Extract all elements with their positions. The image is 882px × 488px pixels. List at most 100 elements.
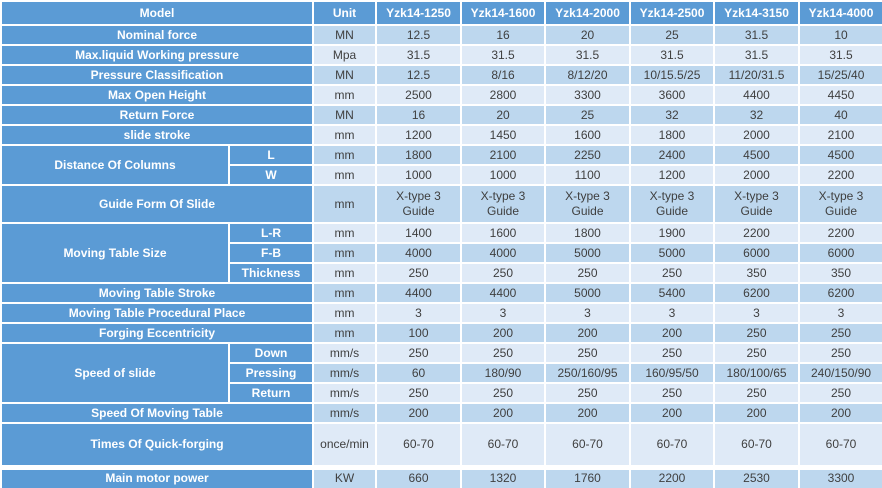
unit-cell: mm xyxy=(312,164,378,186)
value-cell: 1760 xyxy=(544,464,632,488)
row-label: Max Open Height xyxy=(0,84,315,106)
row-label: Times Of Quick-forging xyxy=(0,422,315,468)
unit-cell: mm xyxy=(312,242,378,264)
value-cell: 200 xyxy=(460,322,547,344)
row-sub-label: L xyxy=(227,144,315,166)
value-cell: 2200 xyxy=(713,222,801,244)
value-cell: 16 xyxy=(460,24,547,46)
value-cell: 2000 xyxy=(713,164,801,186)
value-cell: 10 xyxy=(798,24,882,46)
value-cell: 10/15.5/25 xyxy=(629,64,716,86)
value-cell: 2400 xyxy=(629,144,716,166)
value-cell: 250 xyxy=(713,322,801,344)
value-cell: 60-70 xyxy=(798,422,882,468)
value-cell: 5000 xyxy=(544,242,632,264)
row-label: Moving Table Stroke xyxy=(0,282,315,304)
value-cell: 250 xyxy=(375,262,463,284)
value-cell: 1800 xyxy=(375,144,463,166)
value-cell: 1900 xyxy=(629,222,716,244)
header-row: Model Unit Yzk14-1250 Yzk14-1600 Yzk14-2000 Y… xyxy=(0,0,882,26)
value-cell: 250 xyxy=(544,262,632,284)
value-cell: 31.5 xyxy=(375,44,463,66)
unit-cell: mm/s xyxy=(312,382,378,404)
value-cell: 240/150/90 xyxy=(798,362,882,384)
table-row: Max Open Height mm 2500 2800 3300 3600 4400 445… xyxy=(0,84,882,106)
table-row: Moving Table Procedural Place mm 3 3 3 3 3 3 xyxy=(0,302,882,324)
value-cell: 1400 xyxy=(375,222,463,244)
table-row: Speed of slide Down mm/s 250 250 250 250 250 250 xyxy=(0,342,882,404)
unit-cell: mm xyxy=(312,322,378,344)
value-cell: 160/95/50 xyxy=(629,362,716,384)
value-cell: 4500 xyxy=(713,144,801,166)
unit-cell: KW xyxy=(312,464,378,488)
row-label: Return Force xyxy=(0,104,315,126)
value-cell: 12.5 xyxy=(375,24,463,46)
row-label: Distance Of Columns xyxy=(0,144,230,186)
value-cell: 60-70 xyxy=(460,422,547,468)
table-header: Model Unit Yzk14-1250 Yzk14-1600 Yzk14-2000 Y… xyxy=(0,0,882,26)
value-cell: 250 xyxy=(798,382,882,404)
value-cell: 1800 xyxy=(629,124,716,146)
value-cell: 25 xyxy=(544,104,632,126)
unit-cell: once/min xyxy=(312,422,378,468)
value-cell: 3 xyxy=(375,302,463,324)
value-cell: 180/100/65 xyxy=(713,362,801,384)
value-cell: 31.5 xyxy=(544,44,632,66)
unit-cell: mm xyxy=(312,144,378,166)
value-cell: 60-70 xyxy=(629,422,716,468)
value-cell: 16 xyxy=(375,104,463,126)
table-row: Moving Table Stroke mm 4400 4400 5000 5400 620… xyxy=(0,282,882,304)
value-cell: 32 xyxy=(713,104,801,126)
value-cell: X-type 3 Guide xyxy=(460,184,547,224)
value-cell: 1450 xyxy=(460,124,547,146)
value-cell: 200 xyxy=(460,402,547,424)
value-cell: 4400 xyxy=(460,282,547,304)
table-row: F-B mm 4000 4000 5000 5000 6000 6000 xyxy=(1,242,882,264)
value-cell: 250 xyxy=(544,382,632,404)
value-cell: 350 xyxy=(713,262,801,284)
value-cell: 250 xyxy=(544,342,632,364)
unit-cell: mm xyxy=(312,282,378,304)
row-sub-label: Down xyxy=(227,342,315,364)
value-cell: 8/16 xyxy=(460,64,547,86)
value-cell: 250 xyxy=(798,342,882,364)
value-cell: 12.5 xyxy=(375,64,463,86)
table-row: Main motor power KW 660 1320 1760 2200 2530 330… xyxy=(0,464,882,488)
value-cell: 250 xyxy=(629,262,716,284)
unit-cell: mm xyxy=(312,302,378,324)
row-sub-label: Thickness xyxy=(227,262,315,284)
table-row: Return mm/s 250 250 250 250 250 250 xyxy=(1,382,882,404)
value-cell: 250 xyxy=(629,382,716,404)
row-label: Pressure Classification xyxy=(0,64,315,86)
value-cell: 1600 xyxy=(460,222,547,244)
value-cell: 20 xyxy=(544,24,632,46)
value-cell: 60-70 xyxy=(713,422,801,468)
row-label: Moving Table Procedural Place xyxy=(0,302,315,324)
row-label: Max.liquid Working pressure xyxy=(0,44,315,66)
value-cell: 250 xyxy=(460,262,547,284)
value-cell: 1100 xyxy=(544,164,632,186)
unit-cell: mm/s xyxy=(312,402,378,424)
model-column-header: Yzk14-3150 xyxy=(713,0,801,26)
value-cell: 4000 xyxy=(375,242,463,264)
value-cell: 60-70 xyxy=(375,422,463,468)
unit-cell: mm/s xyxy=(312,362,378,384)
value-cell: 200 xyxy=(713,402,801,424)
row-label: Speed of slide xyxy=(0,342,230,404)
table-row: Return Force MN 16 20 25 32 32 40 xyxy=(0,104,882,126)
row-sub-label: Return xyxy=(227,382,315,404)
unit-cell: Mpa xyxy=(312,44,378,66)
value-cell: 200 xyxy=(375,402,463,424)
table-row: slide stroke mm 1200 1450 1600 1800 2000 2100 xyxy=(0,124,882,146)
value-cell: 2530 xyxy=(713,464,801,488)
value-cell: 200 xyxy=(544,402,632,424)
value-cell: 11/20/31.5 xyxy=(713,64,801,86)
value-cell: 3 xyxy=(798,302,882,324)
row-sub-label: F-B xyxy=(227,242,315,264)
value-cell: 1800 xyxy=(544,222,632,244)
value-cell: 4500 xyxy=(798,144,882,166)
